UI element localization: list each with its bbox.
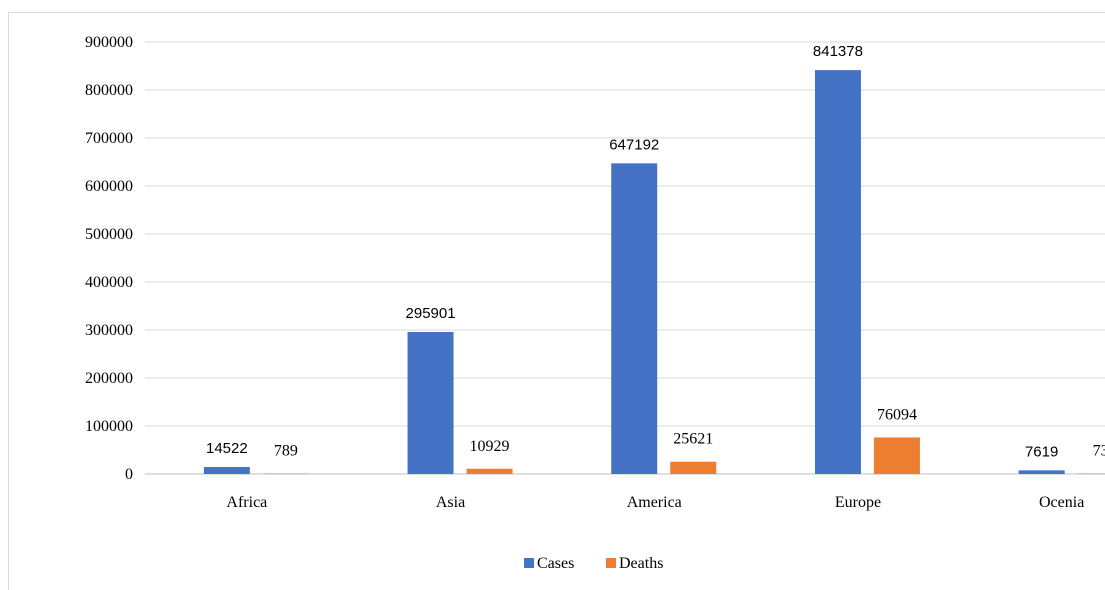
data-label: 10929 — [470, 438, 510, 455]
data-label: 25621 — [673, 431, 713, 448]
bar-deaths — [670, 461, 717, 474]
bar-cases — [814, 70, 861, 475]
data-label: 76094 — [877, 406, 917, 423]
y-tick-label: 400000 — [85, 274, 133, 291]
data-label: 841378 — [813, 43, 863, 60]
category-label: Africa — [226, 494, 267, 511]
y-tick-label: 600000 — [85, 178, 133, 195]
y-tick-label: 800000 — [85, 82, 133, 99]
data-label: 647192 — [609, 136, 659, 153]
data-label: 7619 — [1025, 443, 1058, 460]
y-tick-label: 100000 — [85, 418, 133, 435]
bar-deaths — [873, 437, 920, 474]
y-tick-label: 500000 — [85, 226, 133, 243]
legend-swatch-cases — [524, 558, 534, 568]
bar-cases — [611, 163, 658, 474]
legend-label-cases: Cases — [537, 555, 574, 572]
category-label: Ocenia — [1039, 494, 1084, 511]
legend-label-deaths: Deaths — [619, 555, 663, 572]
bar-deaths — [1077, 473, 1105, 474]
y-tick-label: 300000 — [85, 322, 133, 339]
legend-swatch-deaths — [606, 558, 616, 568]
data-label: 14522 — [206, 440, 248, 457]
bar-cases — [203, 467, 250, 474]
bar-cases — [407, 331, 454, 474]
data-label: 73 — [1093, 443, 1105, 460]
chart-frame — [8, 12, 1105, 590]
y-tick-label: 700000 — [85, 130, 133, 147]
category-label: Asia — [436, 494, 465, 511]
bar-deaths — [262, 473, 309, 474]
y-tick-label: 200000 — [85, 370, 133, 387]
y-tick-label: 0 — [125, 466, 133, 483]
bar-deaths — [466, 468, 513, 474]
y-tick-label: 900000 — [85, 34, 133, 51]
category-label: America — [627, 494, 682, 511]
data-label: 789 — [274, 443, 298, 460]
bar-cases — [1018, 470, 1065, 474]
category-label: Europe — [835, 494, 881, 511]
data-label: 295901 — [406, 305, 456, 322]
